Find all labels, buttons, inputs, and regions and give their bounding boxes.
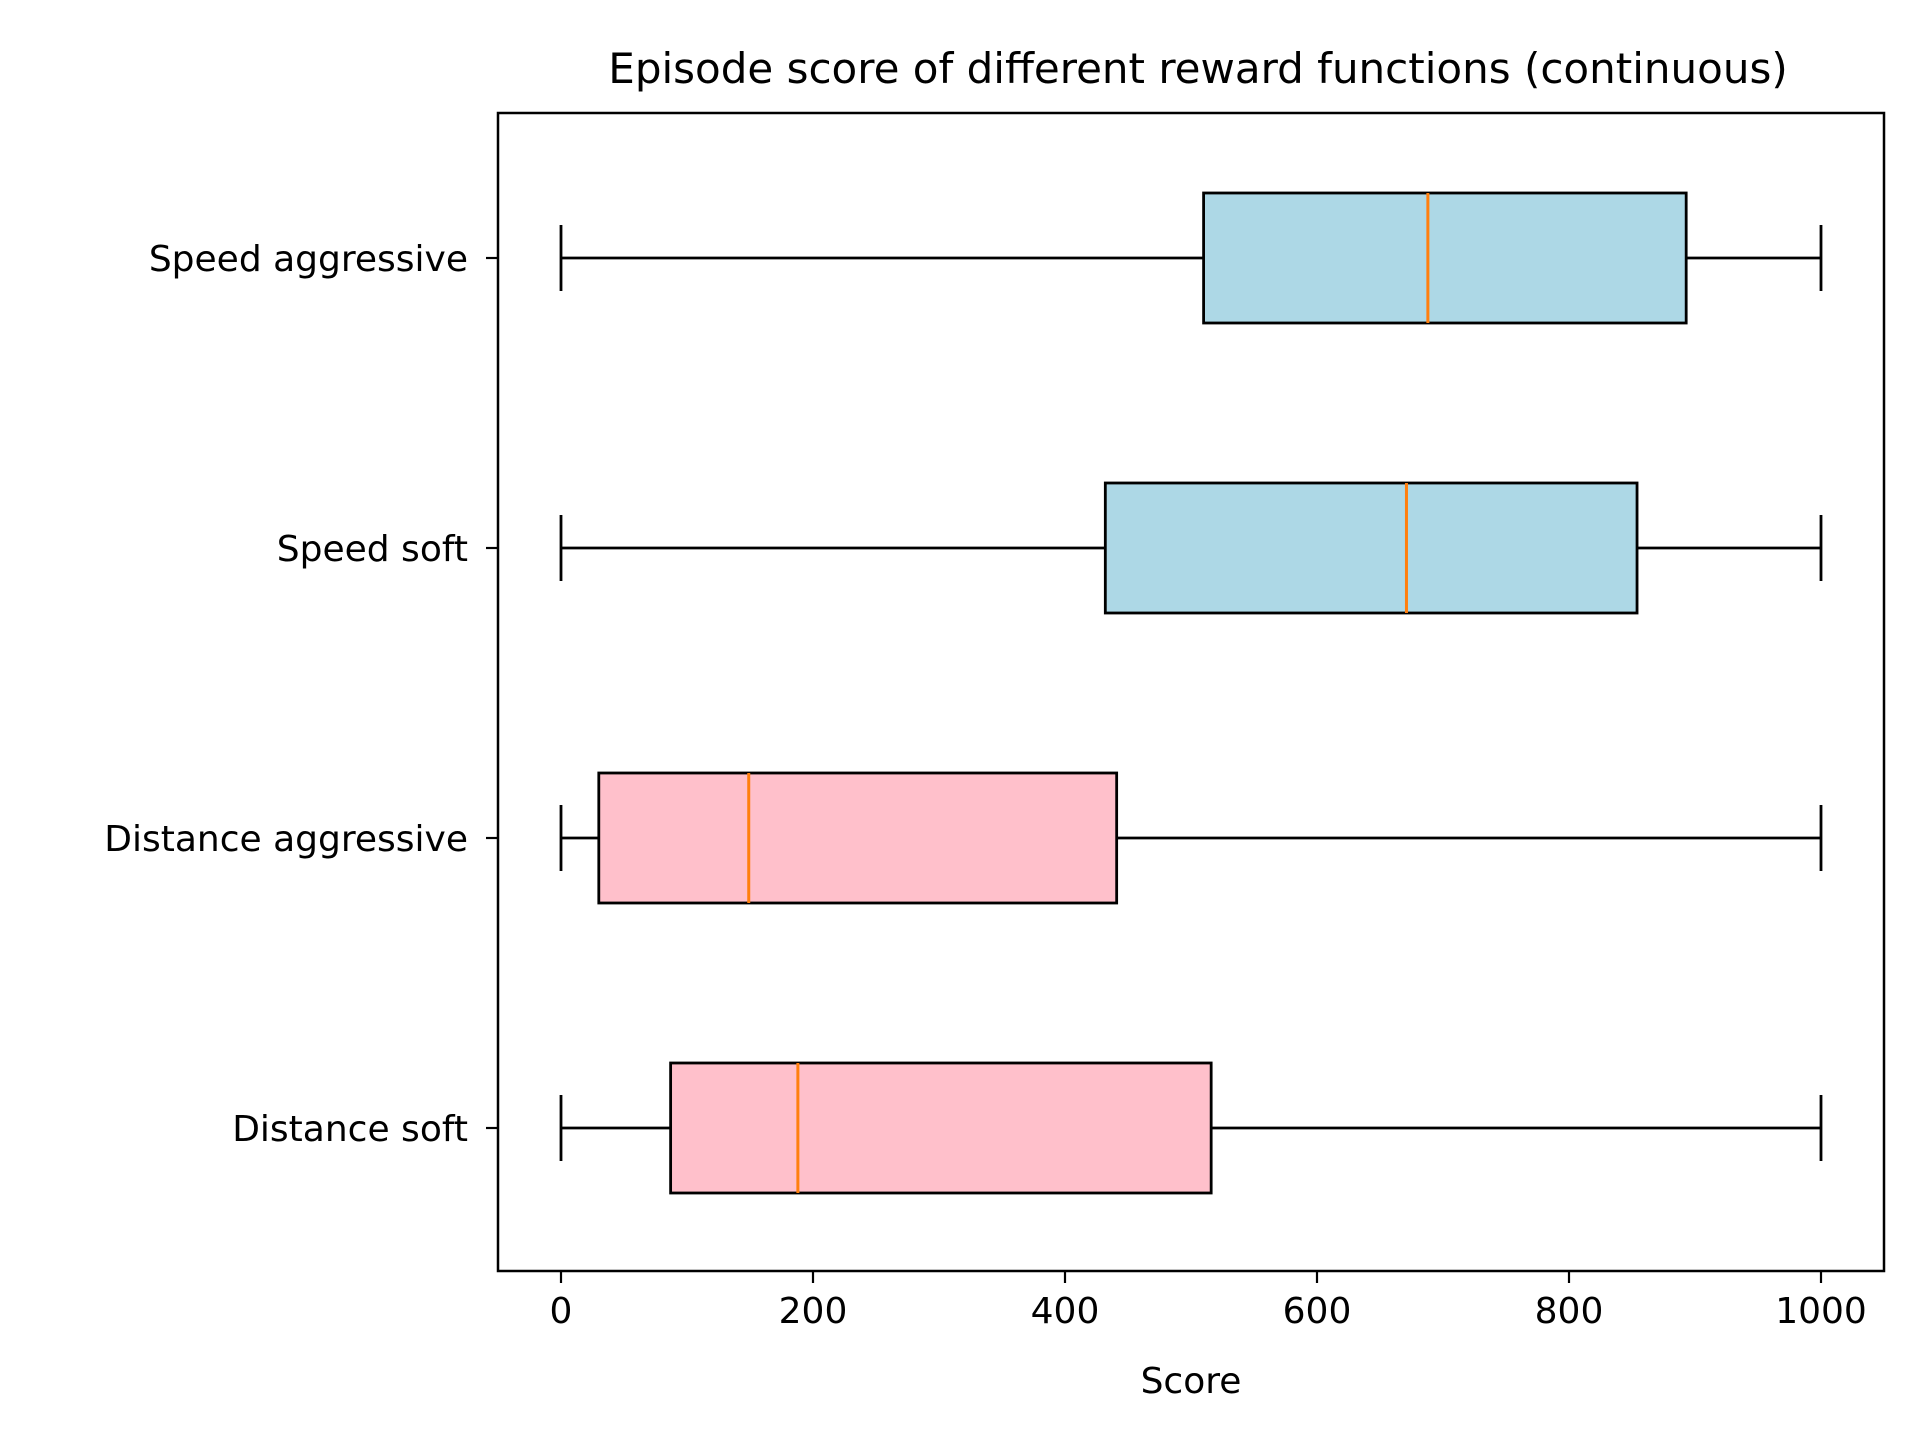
x-tick-label: 0 xyxy=(550,1291,573,1332)
x-tick-label: 400 xyxy=(1031,1291,1100,1332)
x-tick-label: 200 xyxy=(779,1291,848,1332)
x-tick-label: 600 xyxy=(1283,1291,1352,1332)
plot-area xyxy=(559,191,1823,1195)
box xyxy=(1202,191,1688,325)
y-axis: Speed aggressive Speed soft Distance aggre… xyxy=(104,239,498,1150)
box-group xyxy=(559,771,1823,905)
x-tick-label: 800 xyxy=(1535,1291,1604,1332)
box xyxy=(597,771,1119,905)
axes-frame xyxy=(496,111,1886,1273)
y-tick-label: Speed aggressive xyxy=(149,239,468,280)
box xyxy=(669,1061,1213,1195)
box-group xyxy=(559,191,1823,325)
chart-title: Episode score of different reward functi… xyxy=(608,44,1787,93)
y-tick-label: Distance aggressive xyxy=(104,819,468,860)
y-tick-label: Speed soft xyxy=(277,529,468,570)
x-axis: 0 200 400 600 800 1000 xyxy=(550,1271,1867,1332)
x-tick-label: 1000 xyxy=(1775,1291,1867,1332)
box xyxy=(1103,481,1639,615)
x-axis-label: Score xyxy=(1141,1361,1242,1402)
box-group xyxy=(559,1061,1823,1195)
box-group xyxy=(559,481,1823,615)
y-tick-label: Distance soft xyxy=(232,1109,468,1150)
